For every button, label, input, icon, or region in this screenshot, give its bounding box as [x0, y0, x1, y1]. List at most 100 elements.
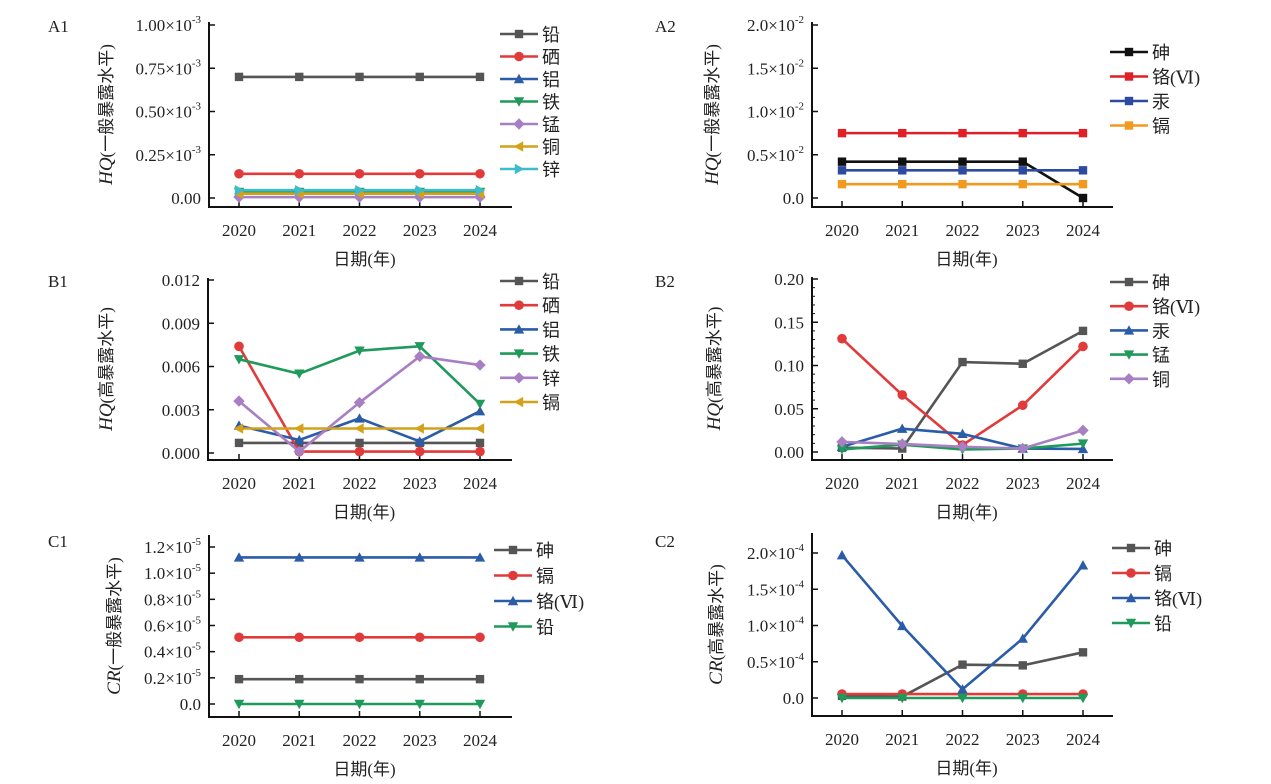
- data-point: [836, 445, 848, 455]
- x-axis-title: 日期(年): [333, 503, 395, 522]
- y-tick-label: 0.25×10-3: [135, 144, 201, 165]
- data-point: [837, 179, 847, 189]
- legend-label: 镉: [536, 567, 554, 587]
- series-2: [836, 549, 1089, 694]
- data-point: [354, 699, 365, 710]
- legend-marker: [513, 349, 525, 359]
- data-point: [475, 674, 485, 684]
- data-point: [957, 693, 968, 704]
- legend-label: 砷: [1154, 539, 1172, 559]
- legend-label: 镉: [542, 393, 560, 413]
- x-axis-title: 日期(年): [935, 759, 997, 778]
- y-tick-exponent: -4: [795, 615, 805, 627]
- data-point: [414, 168, 425, 179]
- data-point: [898, 128, 907, 138]
- y-tick-mantissa: 1.5×10: [747, 580, 795, 599]
- legend-marker: [1123, 325, 1135, 335]
- data-point: [234, 185, 245, 196]
- data-point: [1078, 166, 1088, 175]
- legend-label: 铬(Ⅵ): [1152, 297, 1200, 318]
- data-point: [1078, 326, 1088, 336]
- data-point: [1018, 166, 1027, 175]
- data-point: [1078, 179, 1088, 189]
- panel-label: B1: [48, 272, 68, 291]
- data-point: [233, 355, 245, 365]
- data-point: [474, 399, 486, 410]
- legend-marker: [507, 595, 519, 606]
- data-point: [414, 699, 425, 710]
- data-point: [415, 72, 424, 82]
- y-tick-label: 0.0: [783, 689, 804, 708]
- y-axis-variable: HQ: [704, 403, 725, 432]
- data-point: [898, 166, 907, 175]
- x-tick-label: 2023: [403, 221, 437, 240]
- data-point: [233, 699, 245, 710]
- y-tick-mantissa: 0.05: [774, 400, 804, 419]
- legend-item: 铅: [1112, 614, 1172, 634]
- y-axis-description: (高暴露水平): [707, 564, 726, 660]
- data-point: [294, 434, 305, 445]
- panel-label: A1: [48, 17, 69, 36]
- y-tick-mantissa: 1.0×10: [747, 103, 795, 122]
- legend-item: 镉: [1110, 117, 1170, 137]
- data-point: [957, 428, 968, 439]
- data-point: [233, 395, 245, 407]
- y-axis-variable: HQ: [702, 157, 723, 186]
- y-tick-mantissa: 0.10: [774, 357, 804, 376]
- y-tick-mantissa: 0.006: [162, 358, 200, 377]
- legend-marker: [1126, 543, 1136, 553]
- y-axis-title: CR(一般暴露水平): [104, 557, 125, 695]
- series-1: [234, 632, 485, 643]
- legend-marker: [508, 545, 518, 555]
- x-tick-label: 2022: [946, 730, 980, 749]
- y-axis-title: CR(高暴露水平): [706, 564, 727, 685]
- data-point: [1017, 633, 1028, 643]
- data-point: [415, 674, 424, 684]
- data-point: [414, 436, 425, 446]
- legend-item: 铜: [500, 138, 560, 158]
- data-point: [475, 72, 485, 82]
- data-point: [414, 342, 425, 352]
- y-tick-label: 0.6×10-5: [144, 615, 202, 636]
- data-point: [958, 357, 967, 367]
- data-point: [355, 185, 365, 196]
- legend-item: 锌: [500, 160, 560, 180]
- series-0: [234, 438, 485, 448]
- y-tick-mantissa: 0.6×10: [144, 617, 192, 636]
- legend-label: 铬(Ⅵ): [1154, 589, 1202, 610]
- series-3: [837, 179, 1088, 189]
- panel-label: A2: [655, 17, 676, 36]
- data-point: [1018, 359, 1027, 368]
- y-tick-label: 0.012: [162, 271, 200, 290]
- legend-label: 铬(Ⅵ): [536, 592, 584, 613]
- y-tick-mantissa: 0.2×10: [144, 669, 192, 688]
- y-tick-mantissa: 0.50×10: [135, 103, 191, 122]
- legend-marker: [1123, 350, 1135, 360]
- y-tick-label: 0.000: [162, 444, 200, 463]
- data-point: [474, 359, 486, 371]
- y-tick-mantissa: 2.0×10: [747, 16, 795, 35]
- series-3: [233, 699, 486, 710]
- legend-marker: [1124, 121, 1134, 130]
- data-point: [474, 552, 486, 562]
- legend-label: 硒: [542, 48, 560, 68]
- x-tick-label: 2020: [222, 731, 256, 750]
- legend-item: 铅: [500, 272, 560, 292]
- data-point: [475, 438, 485, 448]
- y-tick-mantissa: 0.00: [171, 189, 201, 208]
- y-tick-label: 1.5×10-4: [747, 578, 805, 599]
- y-tick-mantissa: 1.0×10: [144, 564, 192, 583]
- x-tick-label: 2024: [1066, 730, 1101, 749]
- data-point: [1018, 661, 1027, 670]
- y-tick-label: 0.10: [774, 357, 804, 376]
- data-point: [354, 632, 365, 643]
- data-point: [295, 185, 305, 196]
- legend-item: 汞: [1110, 321, 1170, 341]
- data-point: [475, 185, 486, 196]
- y-tick-label: 2.0×10-4: [747, 542, 805, 563]
- data-point: [414, 632, 425, 643]
- legend-marker: [514, 276, 524, 286]
- x-tick-label: 2021: [282, 731, 316, 750]
- y-tick-label: 0.00: [171, 189, 201, 208]
- y-tick-mantissa: 1.00×10: [135, 16, 191, 35]
